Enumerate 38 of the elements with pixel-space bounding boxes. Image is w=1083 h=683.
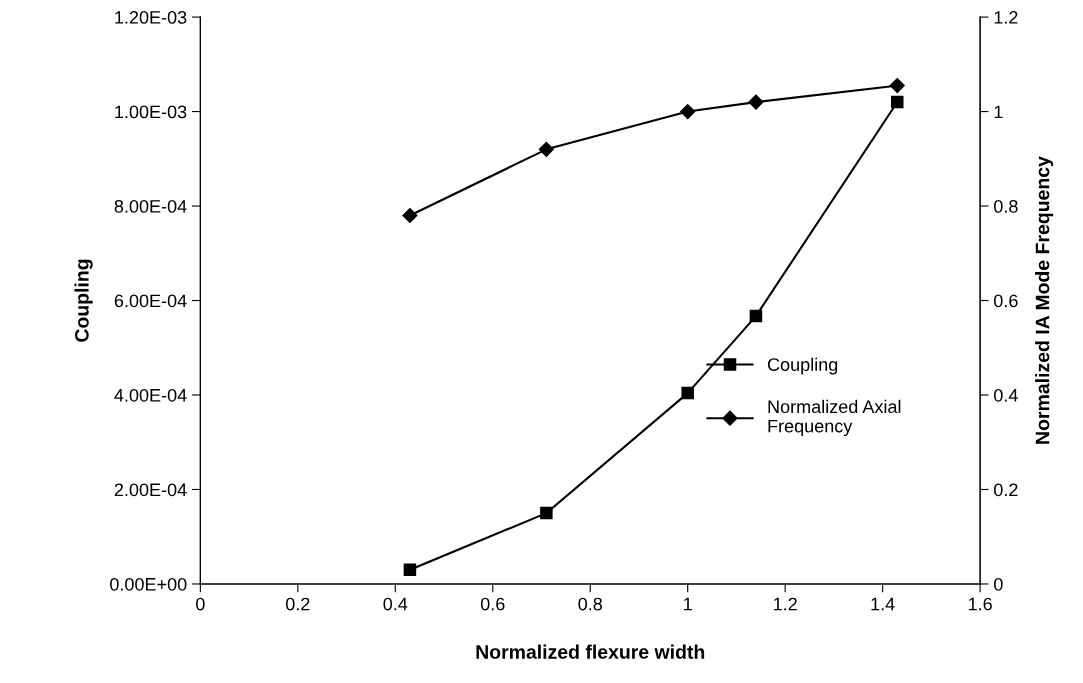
x-tick-label: 1.2 <box>774 597 797 611</box>
point <box>748 94 764 110</box>
y2-tick-label: 0.8 <box>994 199 1018 213</box>
x-tick-label: 0.6 <box>480 597 505 611</box>
y2-axis-title: Normalized IA Mode Frequency <box>1035 156 1054 444</box>
y2-tick-label: 0.6 <box>994 294 1018 308</box>
y-axis-title: Coupling <box>74 259 93 342</box>
x-tick-label: 0.2 <box>285 597 310 611</box>
y2-tick-label: 1.2 <box>994 11 1018 24</box>
y-tick-label: 0.00E+00 <box>110 577 187 591</box>
y2-tick-label: 0.4 <box>994 388 1018 402</box>
x-tick-label: 0.4 <box>383 597 408 611</box>
y-tick-label: 1.00E-03 <box>115 105 187 119</box>
x-tick-label: 0.8 <box>578 597 602 611</box>
point <box>680 103 696 120</box>
legend-label: Normalized Axial Frequency <box>768 399 901 437</box>
y-tick-label: 8.00E-04 <box>114 199 187 213</box>
x-tick-label: 0 <box>196 597 205 611</box>
x-axis-title: Normalized flexure width <box>476 644 705 659</box>
point <box>402 207 418 224</box>
y2-tick-label: 0 <box>994 577 1003 591</box>
point <box>681 386 694 400</box>
y-tick-label: 1.20E-03 <box>115 11 187 24</box>
y2-tick-label: 0.2 <box>994 483 1018 497</box>
legend-label: Coupling <box>767 357 838 375</box>
y-tick-label: 2.00E-04 <box>114 483 187 497</box>
point <box>538 141 554 157</box>
point <box>403 563 417 577</box>
point <box>540 506 553 520</box>
point <box>891 95 904 109</box>
point <box>749 309 763 323</box>
y-tick-label: 6.00E-04 <box>114 294 187 308</box>
x-tick-label: 1.6 <box>968 597 992 611</box>
x-tick-label: 1 <box>684 597 692 611</box>
x-tick-label: 1.4 <box>871 597 895 611</box>
y2-tick-label: 1 <box>994 105 1003 119</box>
point <box>889 78 905 94</box>
y-tick-label: 4.00E-04 <box>114 388 187 402</box>
